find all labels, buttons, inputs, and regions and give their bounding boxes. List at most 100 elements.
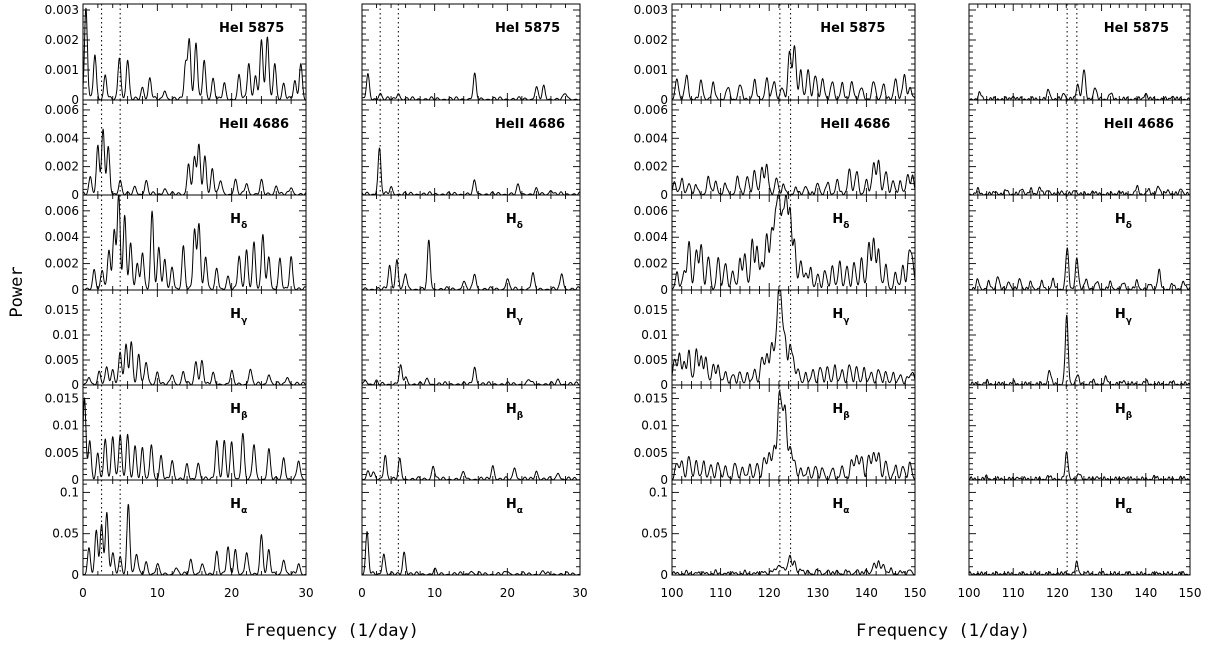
panel-c0-r4: 0 0.005 0.01 0.015 Hβ [45,384,307,487]
panel-c2-r1: 0 0.002 0.004 0.006 HeII 4686 [634,99,916,202]
y-tick-label: 0.006 [45,103,79,117]
panel-label: Hδ [832,212,849,231]
panel-c0-r0: 0 0.001 0.002 0.003 HeI 5875 [45,3,307,107]
y-tick-label: 0 [660,378,668,392]
x-tick-label: 20 [224,586,239,600]
panel-c0-r1: 0 0.002 0.004 0.006 HeII 4686 [45,99,307,202]
panel-label-main: H [1115,212,1126,227]
panel-c0-r3: 0 0.005 0.01 0.015 Hγ [45,289,307,392]
panel-label-main: H [506,212,517,227]
panel-label-subscript: β [241,411,248,421]
panel-label-main: H [230,402,241,417]
panel-c3-r2: Hδ [968,194,1191,291]
y-tick-label: 0.05 [641,527,668,541]
y-tick-label: 0.002 [634,160,668,174]
y-tick-label: 0 [71,378,79,392]
y-tick-label: 0.005 [45,353,79,367]
panel-frame [671,479,916,576]
panel-c2-r0: 0 0.001 0.002 0.003 HeI 5875 [634,3,916,107]
power-trace [968,451,1191,481]
panel-label-subscript: β [517,411,524,421]
power-trace [671,554,916,576]
panel-label-main: H [832,497,843,512]
x-tick-label: 10 [150,586,165,600]
x-tick-label: 150 [904,586,927,600]
panel-label-main: H [230,497,241,512]
panel-c1-r3: Hγ [361,289,581,386]
panel-label-subscript: α [843,506,849,516]
y-tick-label: 0 [660,188,668,202]
panel-label-main: HeII 4686 [495,117,565,132]
x-tick-label: 30 [298,586,313,600]
x-tick-label: 10 [427,586,442,600]
y-tick-label: 0.002 [45,33,79,47]
power-trace [968,184,1191,196]
panel-label-main: H [832,212,843,227]
panel-c2-r2: 0 0.002 0.004 0.006 Hδ [634,194,916,297]
panel-label-main: HeI 5875 [1104,21,1169,36]
panel-label: HeII 4686 [820,117,890,132]
panel-frame [968,194,1191,291]
y-tick-label: 0 [660,283,668,297]
power-trace [671,195,916,290]
y-tick-label: 0 [660,568,668,582]
panel-label: HeII 4686 [1104,117,1174,132]
x-tick-label: 150 [1179,586,1202,600]
panel-label-main: H [1115,307,1126,322]
panel-label-main: HeI 5875 [219,21,284,36]
panel-frame [671,384,916,481]
panel-label: HeII 4686 [219,117,289,132]
y-tick-label: 0.006 [45,204,79,218]
panel-c1-r2: Hδ [361,194,581,291]
power-trace [361,531,581,576]
y-tick-label: 0.004 [634,131,668,145]
panel-grid: 0 0.001 0.002 0.003 HeI 5875 0 0.002 0.004 0.006… [45,3,1202,600]
y-tick-label: 0.005 [634,446,668,460]
y-tick-label: 0.015 [634,392,668,406]
panel-label-main: H [832,402,843,417]
panel-label: Hγ [506,307,523,326]
x-tick-label: 140 [1134,586,1157,600]
panel-c1-r1: HeII 4686 [361,99,581,196]
panel-c2-r4: 0 0.005 0.01 0.015 Hβ [634,384,916,487]
x-tick-label: 130 [1090,586,1113,600]
x-tick-label: 130 [806,586,829,600]
panel-frame [361,384,581,481]
panel-label-main: H [1115,497,1126,512]
panel-label: Hβ [506,402,524,421]
panel-label: Hα [230,497,247,516]
y-tick-label: 0.05 [52,527,79,541]
panel-label-main: HeI 5875 [820,21,885,36]
y-tick-label: 0 [660,93,668,107]
panel-label-main: HeI 5875 [495,21,560,36]
panel-label: HeI 5875 [1104,21,1169,36]
panel-frame [968,384,1191,481]
panel-c2-r5: 0 0.05 0.1 Hα 100 110 120 130 140 150 [641,479,927,600]
panel-label-main: H [506,402,517,417]
panel-label-subscript: δ [241,221,247,231]
x-tick-label: 20 [500,586,515,600]
panel-label: Hγ [832,307,849,326]
panel-label: Hγ [1115,307,1132,326]
panel-label-main: H [506,307,517,322]
y-tick-label: 0 [660,473,668,487]
panel-label: Hβ [832,402,850,421]
power-trace [968,247,1191,291]
x-tick-label: 110 [709,586,732,600]
power-trace [82,503,307,576]
power-trace [82,195,307,291]
panel-label-subscript: α [241,506,247,516]
panel-label-subscript: δ [1126,221,1132,231]
panel-label: Hδ [230,212,247,231]
x-tick-label: 120 [1046,586,1069,600]
power-trace [671,290,916,385]
y-tick-label: 0.001 [45,63,79,77]
panel-label: HeI 5875 [219,21,284,36]
panel-frame [82,384,307,481]
y-tick-label: 0.003 [45,3,79,17]
panel-frame [361,3,581,101]
panel-label-subscript: α [517,506,523,516]
panel-c3-r5: Hα 100 110 120 130 140 150 [958,479,1202,600]
y-tick-label: 0.004 [45,131,79,145]
panel-label-main: H [506,497,517,512]
